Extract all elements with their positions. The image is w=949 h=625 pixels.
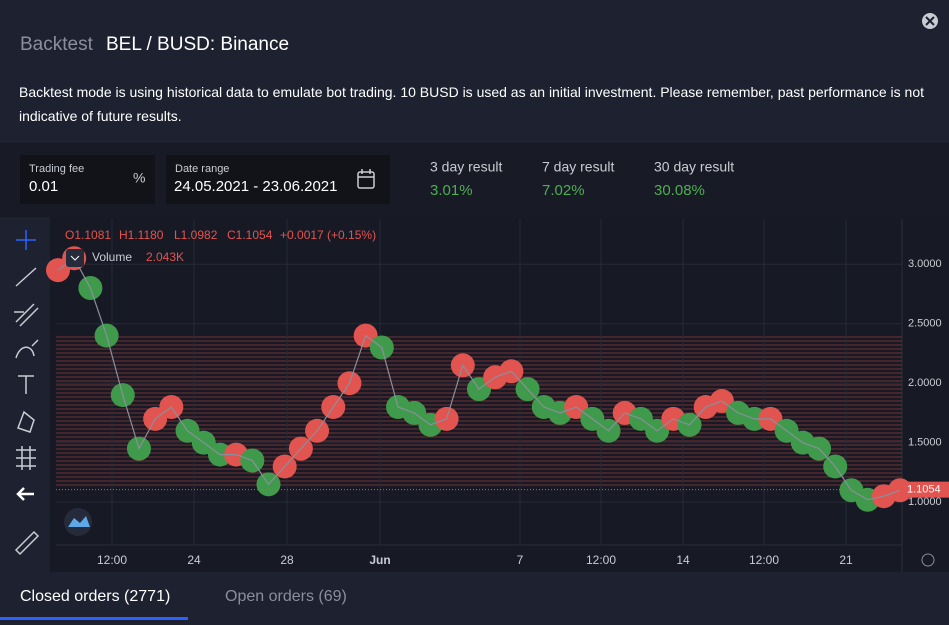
last-price-tag <box>902 481 949 498</box>
ohlc-open: O1.1081 <box>65 228 111 242</box>
x-tick-label: 28 <box>280 553 294 567</box>
tab-bar <box>0 572 949 620</box>
calendar-icon[interactable] <box>357 169 375 189</box>
y-tick-label: 2.0000 <box>908 377 942 389</box>
tab[interactable]: Closed orders (2771) <box>20 588 170 605</box>
chevron <box>70 255 80 261</box>
volume-value: 2.043K <box>146 250 184 264</box>
y-tick-label: 1.5000 <box>908 437 942 449</box>
logo-mark <box>68 516 90 527</box>
close-button[interactable] <box>922 13 938 29</box>
y-tick-label: 3.0000 <box>908 258 942 270</box>
ohlc-high: H1.1180 <box>119 228 164 242</box>
x-tick-label: Jun <box>369 553 390 567</box>
y-tick-label: 2.5000 <box>908 318 942 330</box>
field-value: 0.01 <box>29 178 58 195</box>
description-box: Backtest mode is using historical data t… <box>19 84 925 124</box>
x-tick-label: 24 <box>187 553 201 567</box>
tab[interactable]: Open orders (69) <box>225 588 347 605</box>
ohlc-change: +0.0017 (+0.15%) <box>280 228 376 242</box>
result-label: 7 day result <box>542 159 614 175</box>
x-tick-label: 7 <box>517 553 524 567</box>
price-line <box>57 257 901 501</box>
x-tick-label: 12:00 <box>97 553 127 567</box>
field-label: Date range <box>175 163 229 175</box>
result-value: 30.08% <box>654 182 705 199</box>
x-tick-label: 12:00 <box>749 553 779 567</box>
last-price-label: 1.1054 <box>907 484 941 496</box>
result-value: 7.02% <box>542 182 585 199</box>
x-tick-label: 12:00 <box>586 553 616 567</box>
page-title: BEL / BUSD: Binance <box>106 34 289 55</box>
legend-toggle[interactable] <box>66 249 84 267</box>
result-label: 3 day result <box>430 159 502 175</box>
ohlc-low: L1.0982 <box>174 228 218 242</box>
y-tick-label: 1.0000 <box>908 496 942 508</box>
mode-label: Backtest <box>20 34 94 55</box>
toolbar <box>0 217 50 572</box>
fee-input[interactable] <box>20 155 155 204</box>
toolbar-icons <box>14 230 40 556</box>
date-input[interactable] <box>166 155 390 204</box>
volume-label: Volume <box>92 250 132 264</box>
tab-underline <box>0 617 188 620</box>
x-tick-label: 21 <box>839 553 853 567</box>
result-value: 3.01% <box>430 182 473 199</box>
ohlc-close: C1.1054 <box>227 228 273 242</box>
result-label: 30 day result <box>654 159 734 175</box>
field-label: Trading fee <box>29 163 84 175</box>
settings-bar <box>0 143 949 217</box>
settings-icon[interactable] <box>921 553 935 567</box>
field-value: 24.05.2021 - 23.06.2021 <box>174 178 337 195</box>
description: Backtest mode is using historical data t… <box>19 84 925 124</box>
order-lines <box>56 336 902 486</box>
field-unit: % <box>133 170 145 186</box>
x-tick-label: 14 <box>676 553 690 567</box>
